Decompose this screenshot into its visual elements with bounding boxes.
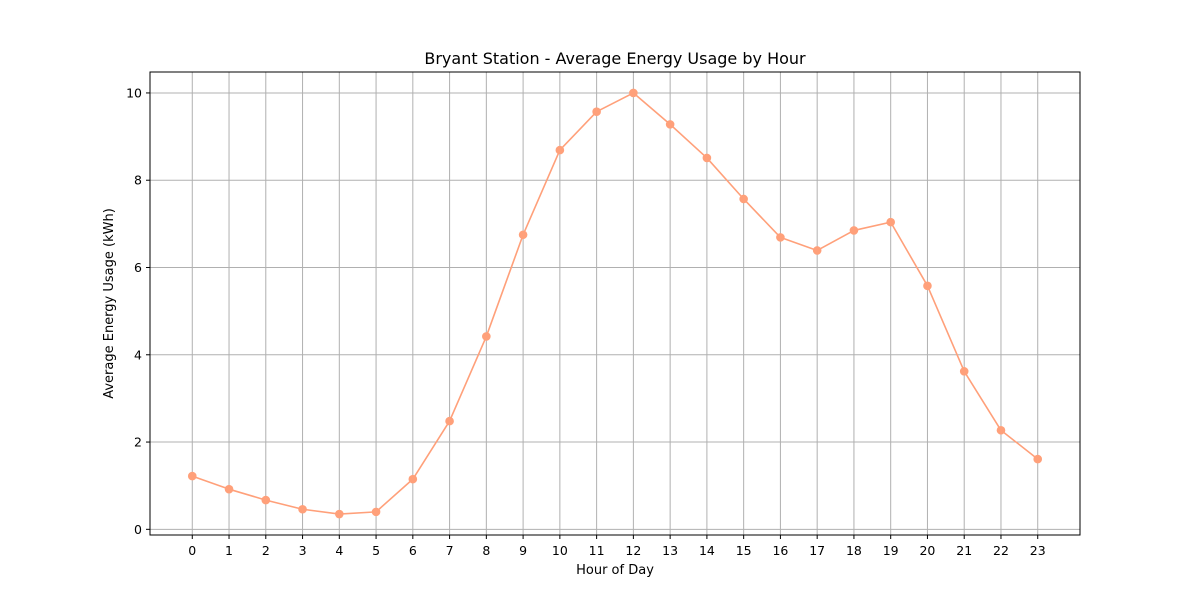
data-point xyxy=(187,471,197,481)
y-tick-label: 6 xyxy=(134,260,142,275)
x-tick-label: 4 xyxy=(335,543,343,558)
data-point xyxy=(996,425,1006,435)
x-tick-label: 5 xyxy=(372,543,380,558)
x-tick-label: 10 xyxy=(552,543,568,558)
x-tick-label: 20 xyxy=(919,543,935,558)
data-point xyxy=(849,226,859,235)
data-point xyxy=(1033,454,1043,464)
data-point xyxy=(335,509,344,519)
data-point xyxy=(261,495,271,505)
x-tick-label: 2 xyxy=(262,543,270,558)
data-point xyxy=(224,484,234,494)
data-point xyxy=(592,107,601,117)
x-tick-label: 19 xyxy=(883,543,899,558)
x-tick-label: 11 xyxy=(589,543,605,558)
x-tick-label: 3 xyxy=(299,543,307,558)
data-point xyxy=(371,507,381,517)
axis-ticks: 0 1 2 3 4 5 6 7 8 9 10 11 12 13 14 15 16 17 18 19 20 21 22 2302… xyxy=(126,85,1046,558)
x-tick-label: 0 xyxy=(188,543,196,558)
data-point xyxy=(408,474,418,484)
x-tick-label: 14 xyxy=(699,543,715,558)
data-point xyxy=(555,145,565,155)
data-point xyxy=(959,367,969,376)
data-point xyxy=(812,246,822,255)
x-tick-label: 16 xyxy=(772,543,788,558)
data-point xyxy=(482,332,491,341)
x-tick-label: 15 xyxy=(736,543,752,558)
x-tick-label: 13 xyxy=(662,543,678,558)
y-axis-label: Average Energy Usage (kWh) xyxy=(102,208,117,399)
x-tick-label: 22 xyxy=(993,543,1009,558)
x-tick-label: 17 xyxy=(809,543,825,558)
x-tick-label: 1 xyxy=(225,543,233,558)
x-tick-label: 6 xyxy=(409,543,417,558)
plot-frame xyxy=(149,71,1081,536)
x-tick-label: 9 xyxy=(519,543,527,558)
y-tick-label: 4 xyxy=(134,347,142,362)
data-point xyxy=(445,416,454,426)
data-series xyxy=(187,88,1043,519)
data-point xyxy=(886,217,895,227)
y-tick-label: 0 xyxy=(134,522,142,537)
data-point xyxy=(739,194,748,204)
x-tick-label: 12 xyxy=(625,543,641,558)
x-tick-label: 18 xyxy=(846,543,862,558)
y-tick-label: 10 xyxy=(126,85,142,100)
data-point xyxy=(629,88,638,98)
data-point xyxy=(298,504,307,514)
data-point xyxy=(923,281,932,291)
x-axis-label: Hour of Day xyxy=(576,563,654,578)
x-tick-label: 8 xyxy=(482,543,490,558)
grid-lines xyxy=(150,72,1080,535)
series-line xyxy=(192,92,1039,515)
data-point xyxy=(665,120,675,129)
x-tick-label: 7 xyxy=(446,543,454,558)
data-point xyxy=(776,233,785,242)
data-point xyxy=(518,230,528,240)
x-tick-label: 23 xyxy=(1030,543,1046,558)
chart-title: Bryant Station - Average Energy Usage by… xyxy=(424,49,806,68)
data-point xyxy=(702,153,712,163)
y-tick-label: 8 xyxy=(134,173,142,188)
x-tick-label: 21 xyxy=(956,543,972,558)
y-tick-label: 2 xyxy=(134,435,142,450)
